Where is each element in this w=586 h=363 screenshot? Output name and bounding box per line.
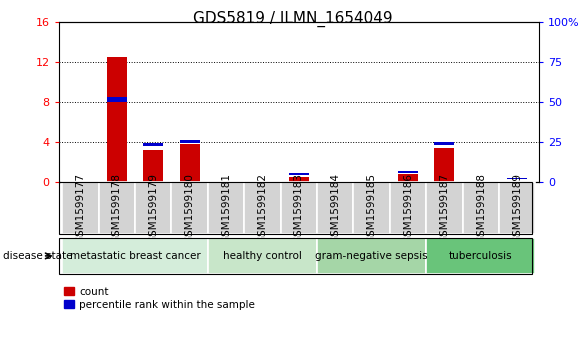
Text: GSM1599180: GSM1599180 bbox=[185, 173, 195, 243]
FancyBboxPatch shape bbox=[499, 182, 536, 234]
Bar bbox=[143, 150, 163, 182]
Text: GSM1599186: GSM1599186 bbox=[403, 173, 413, 243]
Bar bbox=[107, 57, 127, 182]
FancyBboxPatch shape bbox=[281, 182, 317, 234]
Legend: count, percentile rank within the sample: count, percentile rank within the sample bbox=[64, 286, 255, 310]
FancyBboxPatch shape bbox=[426, 238, 536, 274]
Text: tuberculosis: tuberculosis bbox=[449, 251, 513, 261]
Text: GSM1599188: GSM1599188 bbox=[476, 173, 486, 243]
Bar bbox=[398, 174, 418, 182]
Bar bbox=[289, 173, 309, 175]
Bar bbox=[507, 178, 527, 179]
FancyBboxPatch shape bbox=[426, 182, 463, 234]
Text: GSM1599189: GSM1599189 bbox=[512, 173, 522, 243]
Bar bbox=[143, 143, 163, 146]
FancyBboxPatch shape bbox=[208, 238, 317, 274]
Text: GSM1599183: GSM1599183 bbox=[294, 173, 304, 243]
Text: GSM1599178: GSM1599178 bbox=[112, 173, 122, 243]
FancyBboxPatch shape bbox=[172, 182, 208, 234]
Text: GSM1599181: GSM1599181 bbox=[221, 173, 231, 243]
FancyBboxPatch shape bbox=[317, 182, 353, 234]
FancyBboxPatch shape bbox=[208, 182, 244, 234]
Text: GSM1599185: GSM1599185 bbox=[367, 173, 377, 243]
FancyBboxPatch shape bbox=[62, 238, 208, 274]
Bar bbox=[434, 147, 455, 182]
FancyBboxPatch shape bbox=[317, 238, 426, 274]
FancyBboxPatch shape bbox=[62, 182, 98, 234]
Bar bbox=[180, 139, 200, 143]
Bar bbox=[398, 171, 418, 172]
Text: GSM1599187: GSM1599187 bbox=[440, 173, 449, 243]
Text: healthy control: healthy control bbox=[223, 251, 302, 261]
Bar bbox=[180, 144, 200, 182]
Bar bbox=[289, 176, 309, 182]
Text: GSM1599179: GSM1599179 bbox=[148, 173, 158, 243]
FancyBboxPatch shape bbox=[244, 182, 281, 234]
Bar bbox=[434, 142, 455, 144]
Text: GSM1599177: GSM1599177 bbox=[76, 173, 86, 243]
Text: GSM1599184: GSM1599184 bbox=[331, 173, 340, 243]
Text: GSM1599182: GSM1599182 bbox=[257, 173, 267, 243]
Bar bbox=[107, 97, 127, 102]
Text: gram-negative sepsis: gram-negative sepsis bbox=[315, 251, 428, 261]
FancyBboxPatch shape bbox=[390, 182, 426, 234]
Text: GDS5819 / ILMN_1654049: GDS5819 / ILMN_1654049 bbox=[193, 11, 393, 27]
FancyBboxPatch shape bbox=[135, 182, 172, 234]
Text: disease state: disease state bbox=[3, 251, 73, 261]
FancyBboxPatch shape bbox=[98, 182, 135, 234]
FancyBboxPatch shape bbox=[353, 182, 390, 234]
Text: metastatic breast cancer: metastatic breast cancer bbox=[70, 251, 200, 261]
FancyBboxPatch shape bbox=[463, 182, 499, 234]
